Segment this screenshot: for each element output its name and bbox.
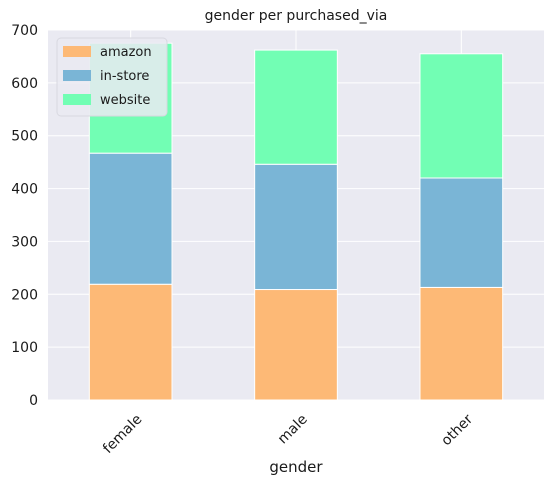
y-tick-labels: 0 100 200 300 400 500 600 700: [11, 23, 38, 409]
bar-amazon-male: [254, 289, 338, 401]
bar-website-male: [254, 49, 338, 165]
x-tick-labels: female male other: [100, 411, 476, 457]
x-tick-label: other: [438, 411, 476, 449]
bar-website-other: [419, 53, 504, 179]
legend-swatch-website: [63, 94, 91, 105]
y-tick-label: 200: [11, 287, 38, 303]
chart-title: gender per purchased_via: [205, 8, 388, 24]
legend: amazon in-store website: [56, 37, 168, 117]
legend-swatch-amazon: [63, 46, 91, 57]
bar-in-store-female: [88, 152, 173, 285]
legend-label-amazon: amazon: [100, 45, 152, 60]
bar-in-store-other: [419, 177, 504, 288]
y-tick-label: 100: [11, 340, 38, 356]
bar-amazon-other: [419, 286, 504, 401]
legend-label-in-store: in-store: [100, 69, 149, 84]
bar-amazon-female: [88, 283, 173, 401]
y-tick-label: 0: [29, 393, 38, 409]
legend-label-website: website: [100, 93, 150, 108]
x-tick-label: male: [275, 411, 311, 447]
y-tick-label: 400: [11, 182, 38, 198]
x-axis-label: gender: [269, 458, 323, 476]
bar-in-store-male: [254, 163, 338, 291]
x-tick-label: female: [100, 411, 145, 456]
y-tick-label: 500: [11, 129, 38, 145]
y-tick-label: 600: [11, 76, 38, 92]
y-tick-label: 300: [11, 234, 38, 250]
y-tick-label: 700: [11, 23, 38, 39]
legend-swatch-in-store: [63, 70, 91, 81]
